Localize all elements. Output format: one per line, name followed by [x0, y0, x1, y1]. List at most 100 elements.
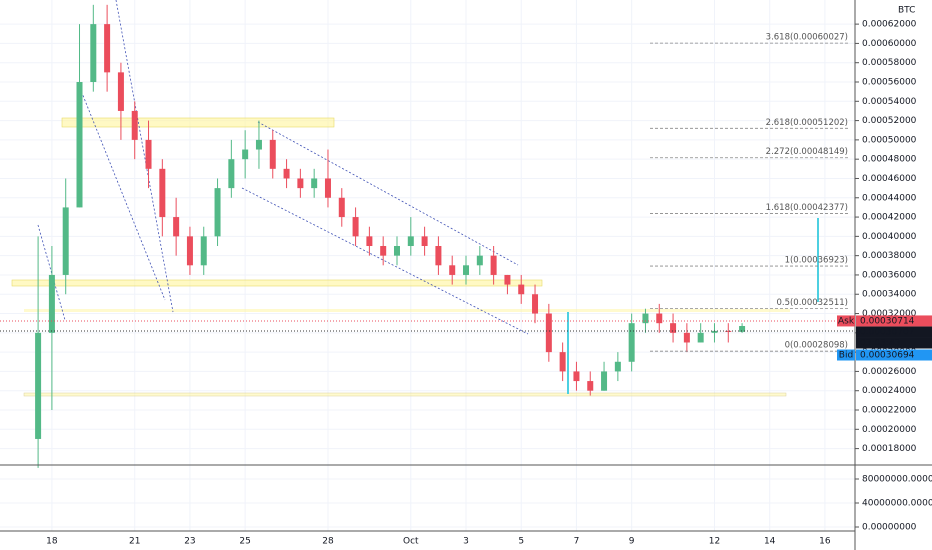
candle-body	[449, 265, 456, 275]
candle-body	[352, 217, 359, 237]
x-tick-label: 3	[463, 537, 469, 547]
candle-body	[269, 139, 276, 169]
candle-body	[131, 110, 138, 140]
candle-body	[145, 139, 152, 169]
fib-label: 0.5(0.00032511)	[776, 298, 848, 308]
zone	[24, 309, 790, 312]
x-tick-label: 21	[129, 537, 140, 547]
trend-line	[115, 0, 174, 313]
y-tick-label: 0.00046000	[862, 174, 917, 184]
price-value: 0.00030714	[860, 316, 915, 326]
y-tick-label: 0.00042000	[862, 213, 917, 223]
candle-body	[463, 265, 470, 275]
fib-label: 1(0.00036923)	[785, 256, 848, 266]
price-box	[856, 349, 932, 361]
candle-body	[490, 255, 497, 275]
y-tick-label: 0.00032000	[862, 309, 917, 319]
x-tick-label: 23	[184, 537, 195, 547]
candle-body	[200, 236, 207, 266]
y-tick-label: 0.00024000	[862, 386, 917, 396]
candle-body	[393, 246, 400, 256]
price-box	[856, 315, 932, 327]
candle-body	[518, 284, 525, 295]
x-tick-label: 16	[819, 537, 831, 547]
y-tick-label: 0.00060000	[862, 39, 917, 49]
candle-body	[476, 255, 483, 266]
drawings	[11, 0, 819, 397]
trend-line	[241, 187, 529, 335]
price-box-tag	[837, 315, 855, 327]
price-value: 0.00030707	[860, 328, 914, 338]
candle-body	[628, 323, 635, 362]
candle-body	[117, 72, 124, 111]
x-tick-label: 28	[322, 537, 334, 547]
candles	[35, 4, 746, 468]
candle-body	[435, 246, 442, 266]
candle-body	[532, 294, 539, 314]
candle-body	[683, 332, 690, 343]
y-tick-label: 0.00058000	[862, 58, 917, 68]
grid	[0, 0, 855, 531]
candle-body	[587, 381, 594, 391]
price-value: 0.00030694	[860, 351, 915, 361]
fib-label: 2.618(0.00051202)	[766, 118, 848, 128]
candle-body	[324, 178, 331, 198]
candle-body	[90, 24, 97, 83]
candle-body	[421, 236, 428, 247]
price-box-tag	[837, 349, 855, 361]
candle-body	[407, 236, 414, 247]
zone	[61, 117, 335, 128]
candle-body	[504, 274, 511, 285]
trend-line	[257, 121, 519, 266]
price-tag: Bid	[839, 351, 853, 361]
candle-body	[62, 207, 69, 275]
candle-body	[380, 246, 387, 256]
volume-tick-label: 80000000.00000000	[862, 475, 932, 485]
candle-body	[711, 330, 718, 333]
candle-body	[670, 323, 677, 333]
x-tick-label: 5	[518, 537, 524, 547]
volume-tick-label: 0.00000000	[862, 523, 917, 533]
y-tick-label: 0.00050000	[862, 135, 917, 145]
candle-body	[642, 313, 649, 324]
candle-body	[48, 274, 55, 333]
currency-label: BTC	[898, 6, 915, 16]
x-tick-label: 7	[574, 537, 580, 547]
candle-body	[656, 313, 663, 324]
candle-body	[214, 188, 221, 237]
y-tick-label: 0.00044000	[862, 193, 917, 203]
candle-body	[338, 197, 345, 218]
y-tick-label: 0.00022000	[862, 406, 917, 416]
candle-body	[76, 82, 83, 208]
y-tick-label: 0.00040000	[862, 232, 917, 242]
y-tick-label: 0.00034000	[862, 290, 917, 300]
y-tick-label: 0.00054000	[862, 97, 917, 107]
fib-label: 1.618(0.00042377)	[766, 203, 848, 213]
candle-body	[297, 178, 304, 189]
x-tick-label: 12	[709, 537, 720, 547]
candle-body	[725, 330, 732, 332]
y-tick-label: 0.00026000	[862, 367, 917, 377]
zone	[23, 392, 787, 397]
candle-body	[186, 236, 193, 266]
candle-body	[104, 24, 111, 73]
x-tick-label: 18	[46, 537, 58, 547]
y-tick-label: 0.00036000	[862, 270, 917, 280]
price-tag: Ask	[838, 316, 855, 326]
candle-body	[545, 313, 552, 353]
candle-body	[242, 149, 249, 160]
y-tick-label: 0.00062000	[862, 20, 917, 30]
zone	[11, 279, 543, 287]
candle-body	[366, 236, 373, 247]
fib-label: 0(0.00028098)	[785, 341, 848, 351]
volume-tick-label: 40000000.00000000	[862, 499, 932, 509]
candle-body	[35, 332, 42, 439]
candle-body	[311, 178, 318, 189]
candle-body	[159, 168, 166, 218]
y-tick-label: 0.00020000	[862, 425, 917, 435]
x-tick-label: 14	[764, 537, 776, 547]
candle-body	[573, 371, 580, 382]
y-tick-label: 0.00056000	[862, 78, 917, 88]
candle-body	[173, 217, 180, 237]
